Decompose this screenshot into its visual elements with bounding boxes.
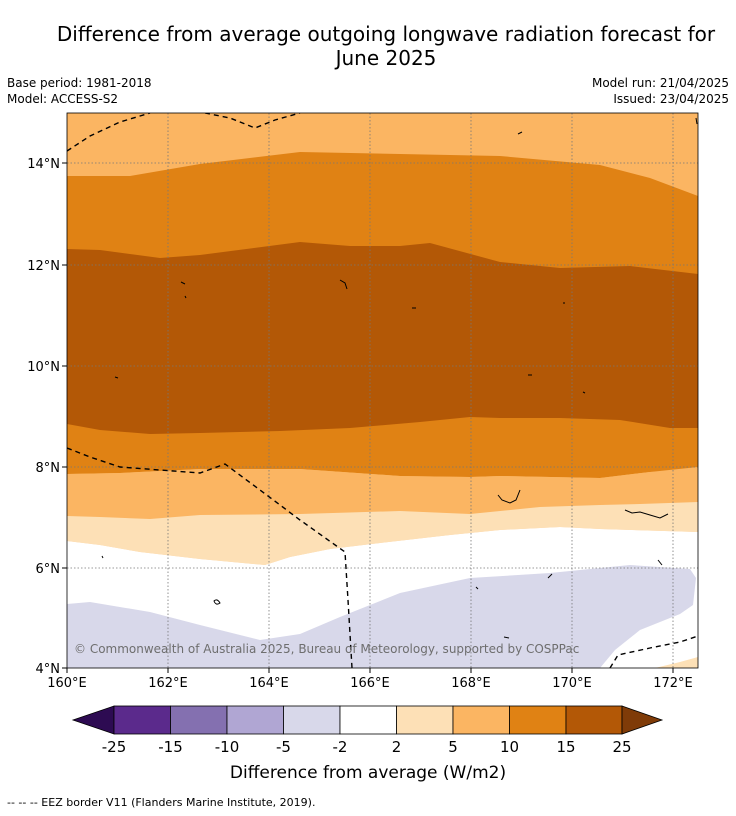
meta-right: Model run: 21/04/2025 Issued: 23/04/2025 [592, 75, 729, 107]
lat-tick-label: 6°N [36, 562, 61, 577]
lon-tick-label: 160°E [47, 676, 87, 691]
eez-borders [67, 113, 698, 668]
meta-left: Base period: 1981-2018 Model: ACCESS-S2 [7, 75, 152, 107]
colorbar-swatch [113, 705, 171, 735]
lat-tick-label: 12°N [27, 259, 60, 274]
lon-tick-label: 164°E [249, 676, 289, 691]
base-period: Base period: 1981-2018 [7, 76, 152, 90]
model-run: Model run: 21/04/2025 [591, 76, 729, 90]
colorbar-label: 25 [612, 738, 631, 756]
lon-ticks: 160°E 162°E 164°E 166°E 168°E 170°E 172°… [47, 668, 693, 691]
lon-tick-label: 170°E [552, 676, 592, 691]
colorbar-extend-min [71, 705, 115, 735]
islands [101, 117, 698, 639]
colorbar-swatch [283, 705, 341, 735]
map-gridlines [67, 113, 698, 668]
issued-date: Issued: 23/04/2025 [613, 92, 729, 106]
colorbar-label: 15 [556, 738, 575, 756]
model-name: Model: ACCESS-S2 [7, 92, 119, 106]
band-15-25 [67, 242, 698, 434]
lat-tick-label: 8°N [36, 461, 61, 476]
band-5-10-low [67, 467, 698, 519]
colorbar-swatch [170, 705, 228, 735]
colorbar-label: 10 [500, 738, 519, 756]
colorbar-swatch [565, 705, 623, 735]
colorbar-swatch [509, 705, 567, 735]
page-title: Difference from average outgoing longwav… [0, 22, 736, 70]
title-line-1: Difference from average outgoing longwav… [56, 22, 716, 46]
colorbar-swatch [452, 705, 510, 735]
band-2-5 [67, 502, 698, 565]
band-neg5-neg2 [67, 565, 696, 668]
colorbar-swatch [396, 705, 454, 735]
colorbar-swatch [226, 705, 284, 735]
lat-ticks: 14°N 12°N 10°N 8°N 6°N 4°N [27, 157, 67, 677]
band-2-5-corner [655, 657, 698, 668]
colorbar-label: -5 [276, 738, 291, 756]
title-line-2: June 2025 [335, 46, 437, 70]
copyright-text: © Commonwealth of Australia 2025, Bureau… [74, 642, 579, 656]
legend-footer: -- -- -- EEZ border V11 (Flanders Marine… [7, 796, 316, 809]
colorbar-label: -15 [158, 738, 183, 756]
lat-tick-label: 10°N [27, 360, 60, 375]
colorbar-label: 2 [392, 738, 402, 756]
colorbar: -25 -15 -10 -5 -2 2 5 10 15 25 Differenc… [71, 705, 664, 783]
colorbar-label: -2 [333, 738, 348, 756]
colorbar-label: 5 [448, 738, 458, 756]
lon-tick-label: 166°E [350, 676, 390, 691]
colorbar-labels: -25 -15 -10 -5 -2 2 5 10 15 25 [102, 738, 632, 756]
colorbar-title: Difference from average (W/m2) [230, 763, 506, 783]
colorbar-label: -10 [215, 738, 240, 756]
colorbar-label: -25 [102, 738, 127, 756]
map-area: © Commonwealth of Australia 2025, Bureau… [67, 113, 698, 668]
lat-tick-label: 14°N [27, 157, 60, 172]
map-frame [66, 112, 699, 669]
lon-tick-label: 172°E [653, 676, 693, 691]
colorbar-extend-max [621, 705, 664, 735]
lat-tick-label: 4°N [36, 662, 61, 677]
lon-tick-label: 168°E [451, 676, 491, 691]
colorbar-swatch [339, 705, 397, 735]
lon-tick-label: 162°E [148, 676, 188, 691]
